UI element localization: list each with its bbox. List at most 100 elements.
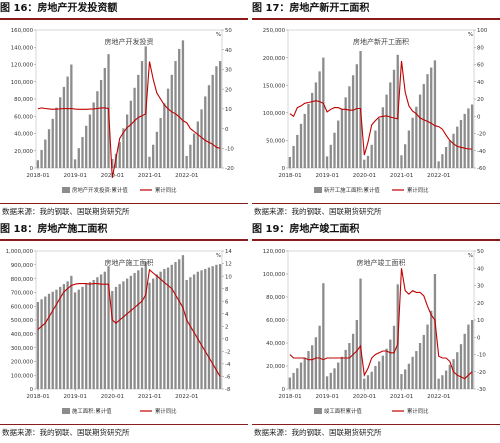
bar xyxy=(314,82,318,168)
right-axis-tick-label: 0 xyxy=(477,114,481,120)
yoy-line xyxy=(289,268,473,380)
legend-bar-label: 竣工面积累计值 xyxy=(324,407,362,415)
bar xyxy=(426,324,429,389)
inner-title: 房地产开发投资 xyxy=(105,37,154,46)
right-axis-tick-label: 4 xyxy=(225,312,229,318)
right-axis-tick-label: 40 xyxy=(225,48,232,54)
bar xyxy=(359,278,362,389)
chart-under-construction: 0 100,000 200,000 300,000 400,000 500,000 600,… xyxy=(6,249,233,415)
legend-line-label: 累计同比 xyxy=(155,407,177,415)
bar xyxy=(122,128,125,168)
bar xyxy=(340,356,344,389)
bar xyxy=(441,154,444,168)
bar xyxy=(415,106,418,168)
bar xyxy=(62,86,66,168)
right-axis-tick-label: 50 xyxy=(225,28,232,34)
bar xyxy=(355,320,358,389)
x-axis-tick-label: 2018-01 xyxy=(26,394,50,400)
bar xyxy=(152,144,155,168)
chart-panel-19: 图 19：房地产竣工面积 0 20,000 40,000 60,000 80,000 10… xyxy=(252,221,500,443)
bar xyxy=(322,283,325,389)
inner-title: 房地产新开工面积 xyxy=(353,37,409,46)
bar xyxy=(311,345,314,389)
left-axis-tick-label: 0 xyxy=(282,166,286,172)
right-axis-tick-label: 80 xyxy=(477,45,484,51)
bar xyxy=(377,118,381,168)
bar xyxy=(452,359,455,389)
bar xyxy=(404,144,407,168)
bar xyxy=(189,144,192,168)
right-axis-tick-label: -4 xyxy=(225,362,231,368)
source-note: 数据来源：我的钢联、国联期货研究所 xyxy=(2,428,130,437)
right-axis-tick-label: 40 xyxy=(477,266,484,272)
right-axis-tick-label: -10 xyxy=(225,146,234,152)
left-axis-tick-label: 20,000 xyxy=(14,149,33,155)
bar xyxy=(418,343,422,389)
bar xyxy=(99,80,103,168)
right-axis-tick-label: 10 xyxy=(225,107,232,113)
right-axis-tick-label: -6 xyxy=(225,375,231,381)
bar xyxy=(444,370,448,389)
bar xyxy=(448,364,451,389)
legend-bar-swatch xyxy=(314,408,322,414)
bar xyxy=(470,320,474,389)
bar xyxy=(355,64,358,168)
bar xyxy=(178,48,181,168)
right-axis-tick-label: 8 xyxy=(225,287,229,293)
bar xyxy=(47,293,51,389)
bar xyxy=(344,97,347,168)
bar xyxy=(70,64,73,168)
bar xyxy=(363,378,366,389)
bar xyxy=(207,267,211,389)
title-rule xyxy=(0,18,248,20)
right-axis-tick-label: -20 xyxy=(477,132,486,138)
bar xyxy=(318,325,321,389)
x-axis-tick-label: 2022-01 xyxy=(175,173,199,179)
yoy-line xyxy=(37,268,221,377)
right-axis-tick-label: -10 xyxy=(477,353,486,359)
bar xyxy=(441,375,444,389)
bar xyxy=(340,109,344,168)
bar xyxy=(370,371,373,389)
left-axis-tick-label: 40,000 xyxy=(14,132,33,138)
bar xyxy=(433,274,437,389)
bar xyxy=(207,85,211,168)
bar xyxy=(88,282,92,389)
legend-line-label: 累计同比 xyxy=(407,186,429,194)
left-axis-tick-label: 700,000 xyxy=(11,291,34,297)
right-axis-tick-label: 12 xyxy=(225,262,232,268)
bar xyxy=(311,92,314,168)
right-axis-tick-label: 6 xyxy=(225,299,229,305)
legend-bar-swatch xyxy=(314,187,322,193)
left-axis-tick-label: 160,000 xyxy=(11,28,34,34)
left-axis-tick-label: 250,000 xyxy=(263,28,286,34)
x-axis-tick-label: 2020-01 xyxy=(353,173,377,179)
bar xyxy=(415,351,418,389)
bar xyxy=(411,356,414,389)
bar xyxy=(299,123,303,168)
left-axis-tick-label: 80,000 xyxy=(14,97,33,103)
x-axis-tick-label: 2021-01 xyxy=(390,173,414,179)
right-axis-tick-label: -40 xyxy=(477,149,486,155)
bar xyxy=(314,337,318,389)
bar xyxy=(55,289,58,389)
bar xyxy=(333,368,336,389)
inner-title: 房地产竣工面积 xyxy=(357,258,406,267)
bar xyxy=(463,333,466,389)
left-axis-tick-label: 0 xyxy=(282,387,286,393)
bar xyxy=(47,129,51,168)
title-rule xyxy=(252,239,500,241)
bar xyxy=(59,97,62,168)
bar xyxy=(407,363,411,389)
title-rule xyxy=(0,239,248,241)
bar xyxy=(140,61,144,168)
bar xyxy=(348,343,351,389)
left-axis-tick-label: 1,000,000 xyxy=(6,249,34,255)
bar xyxy=(389,339,392,389)
bar xyxy=(137,74,140,168)
bar xyxy=(96,277,99,389)
bar xyxy=(174,262,177,389)
left-axis-tick-label: 300,000 xyxy=(11,346,34,352)
bar xyxy=(85,125,88,168)
right-axis-tick-label: 0 xyxy=(477,335,481,341)
